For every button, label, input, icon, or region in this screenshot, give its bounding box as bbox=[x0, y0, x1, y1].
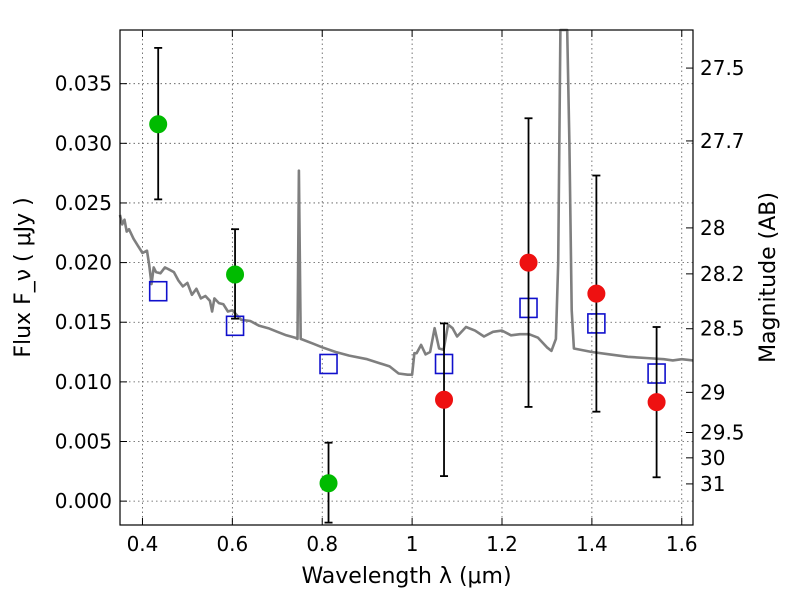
y-tick-label: 0.010 bbox=[55, 370, 112, 394]
y-tick-label: 0.005 bbox=[55, 430, 112, 454]
data-point bbox=[647, 393, 666, 412]
y-axis-label: Flux F_ν ( μJy ) bbox=[11, 197, 36, 357]
model-spectrum-line bbox=[118, 28, 694, 376]
y-tick-label: 0.025 bbox=[55, 191, 112, 215]
y-tick-label: 0.020 bbox=[55, 251, 112, 275]
data-point bbox=[587, 284, 606, 303]
data-point bbox=[319, 474, 338, 493]
grid bbox=[120, 30, 693, 525]
x-tick-label: 0.6 bbox=[216, 532, 248, 556]
x-tick-label: 1 bbox=[406, 532, 419, 556]
y2-tick-label: 28.2 bbox=[700, 262, 745, 286]
y2-tick-label: 27.7 bbox=[700, 129, 745, 153]
data-point bbox=[226, 265, 245, 284]
x-tick-label: 1.4 bbox=[576, 532, 608, 556]
y2-tick-label: 30 bbox=[700, 446, 725, 470]
y2-axis-label: Magnitude (AB) bbox=[756, 192, 781, 363]
data-point bbox=[149, 115, 168, 134]
x-axis-label: Wavelength λ (μm) bbox=[301, 564, 511, 589]
y2-tick-label: 29.5 bbox=[700, 421, 745, 445]
x-tick-label: 1.2 bbox=[486, 532, 518, 556]
data-point bbox=[435, 390, 454, 409]
plot-frame bbox=[119, 29, 694, 526]
axis-ticks: 0.4 0.6 0.8 1 1.2 1.4 1.6 0.000 0.005 0.010 0.015 0… bbox=[55, 30, 745, 556]
series-layer bbox=[118, 28, 694, 524]
x-tick-label: 0.8 bbox=[306, 532, 338, 556]
y2-tick-label: 29 bbox=[700, 380, 725, 404]
y2-tick-label: 27.5 bbox=[700, 56, 745, 80]
x-tick-label: 0.4 bbox=[127, 532, 159, 556]
model-square-marker bbox=[148, 280, 168, 302]
model-square-marker bbox=[319, 353, 338, 375]
y-tick-label: 0.015 bbox=[55, 310, 112, 334]
y2-tick-label: 28 bbox=[700, 216, 725, 240]
y-tick-label: 0.030 bbox=[55, 131, 112, 155]
data-point bbox=[519, 253, 538, 272]
y2-tick-label: 28.5 bbox=[700, 317, 745, 341]
y2-tick-label: 31 bbox=[700, 472, 725, 496]
y-tick-label: 0.000 bbox=[55, 489, 112, 513]
y-tick-label: 0.035 bbox=[55, 72, 112, 96]
x-tick-label: 1.6 bbox=[666, 532, 698, 556]
